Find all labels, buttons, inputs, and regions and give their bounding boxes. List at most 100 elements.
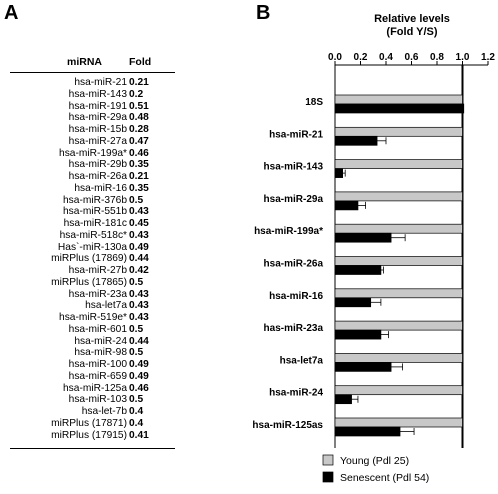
mirna-name: hsa-miR-21 (74, 77, 127, 88)
fold-value: 0.21 (129, 77, 149, 88)
legend-label: Young (Pdl 25) (340, 455, 409, 467)
senescent-bar (334, 329, 382, 340)
table-row: hsa-miR-199a* 0.46 (10, 148, 175, 160)
mirna-name: hsa-miR-519e* (59, 312, 127, 323)
panel-a-letter: A (4, 2, 19, 24)
table-row: hsa-miR-21 0.21 (10, 77, 175, 89)
mirna-name: hsa-miR-181c (63, 218, 127, 229)
mirna-name: hsa-miR-199a* (59, 147, 127, 159)
table-row: hsa-miR-376b 0.5 (10, 195, 175, 207)
senescent-bar (334, 265, 382, 275)
category-label: hsa-miR-16 (269, 291, 323, 302)
legend-swatch (322, 454, 334, 466)
mirna-name: miRPlus (17865) (51, 276, 127, 288)
mirna-name: hsa-miR-143 (68, 88, 127, 100)
fold-value: 0.5 (129, 394, 144, 406)
category-label: 18S (305, 97, 323, 108)
table-row: hsa-miR-98 0.5 (10, 347, 175, 359)
fold-value: 0.35 (129, 182, 149, 194)
fold-value: 0.5 (129, 194, 144, 206)
fold-value: 0.2 (129, 88, 144, 100)
fold-value: 0.49 (129, 241, 149, 253)
mirna-name: hsa-miR-125a (63, 382, 127, 394)
table-row: hsa-miR-29a 0.48 (10, 112, 175, 124)
category-label: hsa-miR-21 (269, 129, 323, 140)
fold-value: 0.5 (129, 323, 144, 335)
fold-value: 0.44 (129, 335, 149, 347)
fold-value: 0.44 (129, 253, 149, 265)
young-bar (334, 159, 463, 169)
mirna-name: hsa-miR-376b (63, 194, 127, 206)
senescent-bar (334, 135, 378, 146)
panel-b-letter: B (256, 2, 271, 24)
table-body: hsa-miR-21 0.21 hsa-miR-143 0.2 hsa-miR-191 0… (10, 73, 175, 441)
category-label: hsa-miR-24 (269, 388, 323, 399)
fold-value: 0.46 (129, 382, 149, 394)
table-row: hsa-miR-24 0.44 (10, 336, 175, 348)
table-row: hsa-miR-191 0.51 (10, 101, 175, 113)
fold-value: 0.45 (129, 218, 149, 229)
mirna-name: hsa-miR-551b (63, 206, 127, 218)
young-bar (334, 191, 463, 202)
table-row: hsa-miR-100 0.49 (10, 359, 175, 371)
table-row: hsa-miR-27b 0.42 (10, 265, 175, 277)
chart-subtitle: (Fold Y/S) (386, 26, 437, 38)
mirna-name: hsa-miR-27a (68, 135, 127, 147)
table-row: hsa-miR-601 0.5 (10, 324, 175, 336)
table-row: miRPlus (17865) 0.5 (10, 277, 175, 289)
senescent-bar (334, 200, 359, 211)
fold-value: 0.35 (129, 159, 149, 171)
fold-value: 0.48 (129, 112, 149, 124)
table-row: hsa-miR-23a 0.43 (10, 289, 175, 301)
young-bar (334, 94, 463, 105)
category-label: hsa-miR-29a (264, 194, 324, 205)
table-row: miRPlus (17915) 0.41 (10, 430, 175, 442)
chart-title: Relative levels (374, 13, 450, 25)
legend-label: Senescent (Pdl 54) (340, 472, 429, 484)
fold-value: 0.43 (129, 206, 149, 218)
category-label: hsa-miR-199a* (254, 226, 323, 237)
senescent-bar (334, 426, 401, 437)
mirna-name: hsa-miR-518c* (59, 229, 127, 241)
mirna-name: hsa-miR-16 (74, 182, 127, 194)
mirna-name: hsa-miR-23a (68, 288, 127, 300)
mirna-name: hsa-miR-659 (68, 370, 127, 382)
table-row: hsa-miR-181c 0.45 (10, 218, 175, 230)
table-row: miRPlus (17869) 0.44 (10, 253, 175, 265)
table-row: hsa-miR-659 0.49 (10, 371, 175, 383)
category-label: has-miR-23a (264, 323, 324, 334)
header-rule (10, 72, 175, 73)
table-row: hsa-miR-103 0.5 (10, 394, 175, 406)
senescent-bar (334, 232, 392, 243)
x-tick-label: 1.2 (481, 52, 495, 63)
mirna-name: miRPlus (17915) (51, 429, 127, 441)
young-bar (334, 320, 463, 331)
fold-value: 0.43 (129, 312, 149, 323)
table-row: hsa-miR-29b 0.35 (10, 159, 175, 171)
mirna-name: hsa-let-7b (81, 406, 127, 417)
category-label: hsa-let7a (280, 355, 324, 366)
mirna-name: hsa-miR-15b (68, 124, 127, 135)
mirna-name: hsa-miR-29a (68, 112, 127, 124)
table-row: hsa-miR-551b 0.43 (10, 206, 175, 218)
mirna-name: hsa-miR-191 (68, 100, 127, 112)
x-tick-label: 0.8 (430, 52, 444, 63)
table-row: hsa-miR-16 0.35 (10, 183, 175, 195)
table-row: hsa-miR-519e* 0.43 (10, 312, 175, 324)
senescent-bar (334, 362, 392, 372)
mirna-name: miRPlus (17869) (51, 253, 127, 265)
fold-value: 0.43 (129, 229, 149, 241)
bottom-rule (10, 448, 175, 450)
fold-value: 0.49 (129, 359, 149, 370)
x-tick-label: 0.4 (379, 52, 393, 63)
young-bar (334, 417, 463, 428)
senescent-bar (334, 168, 344, 178)
mirna-fold-table: miRNA Fold hsa-miR-21 0.21 hsa-miR-143 0.2 h… (10, 54, 175, 450)
fold-value: 0.42 (129, 265, 149, 276)
senescent-bar (334, 103, 465, 114)
legend-swatch (322, 471, 334, 483)
category-label: hsa-miR-143 (264, 162, 324, 173)
x-tick-label: 0.2 (354, 52, 368, 63)
table-row: hsa-miR-518c* 0.43 (10, 230, 175, 242)
